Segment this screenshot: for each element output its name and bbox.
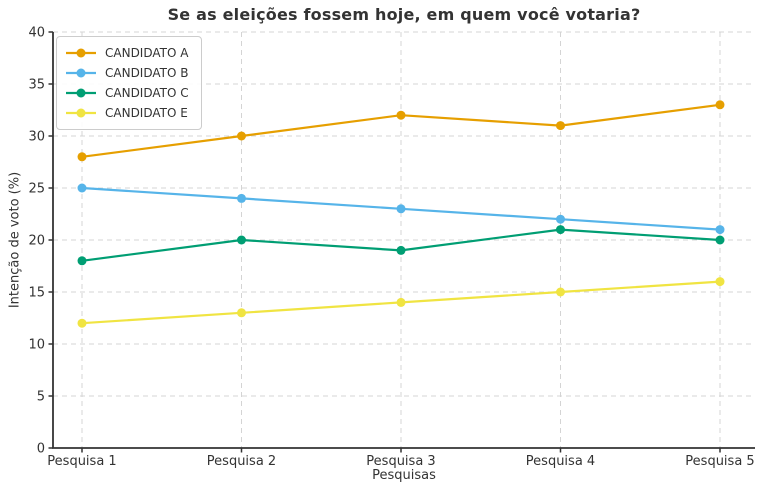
series-candidato-c-point bbox=[396, 245, 406, 255]
series-candidato-a-point bbox=[396, 110, 406, 120]
legend-item-candidato-e: CANDIDATO E bbox=[65, 103, 189, 123]
series-candidato-a-point bbox=[556, 121, 565, 131]
legend-item-candidato-c: CANDIDATO C bbox=[65, 83, 189, 103]
y-tick-label: 0 bbox=[37, 442, 45, 457]
y-tick-label: 25 bbox=[28, 182, 45, 197]
legend-item-candidato-b: CANDIDATO B bbox=[65, 63, 189, 83]
legend-label: CANDIDATO A bbox=[105, 46, 189, 60]
series-candidato-e-point bbox=[237, 308, 246, 318]
series-candidato-c-point bbox=[77, 256, 87, 266]
legend-item-candidato-a: CANDIDATO A bbox=[65, 43, 189, 63]
legend-label: CANDIDATO C bbox=[105, 86, 189, 100]
legend-label: CANDIDATO E bbox=[105, 106, 188, 120]
x-tick-label: Pesquisa 3 bbox=[366, 454, 435, 469]
series-candidato-a-point bbox=[715, 100, 725, 110]
y-tick-label: 10 bbox=[28, 338, 45, 353]
x-tick-label: Pesquisa 4 bbox=[526, 454, 595, 469]
y-tick-label: 15 bbox=[28, 286, 45, 301]
chart-title: Se as eleições fossem hoje, em quem você… bbox=[167, 5, 641, 24]
series-candidato-e-point bbox=[77, 318, 87, 328]
x-axis-label: Pesquisas bbox=[372, 468, 436, 483]
series-candidato-e-point bbox=[715, 277, 725, 287]
series-candidato-b-point bbox=[556, 214, 565, 224]
x-tick-label: Pesquisa 1 bbox=[47, 454, 116, 469]
series-candidato-a-point bbox=[77, 152, 87, 162]
series-candidato-b-point bbox=[237, 193, 246, 203]
y-tick-label: 20 bbox=[28, 234, 45, 249]
legend-marker-icon bbox=[66, 108, 96, 118]
series-candidato-c-point bbox=[237, 235, 246, 245]
series-candidato-b-point bbox=[396, 204, 406, 214]
series-candidato-e-point bbox=[396, 297, 406, 307]
y-tick-label: 30 bbox=[28, 130, 45, 145]
x-tick-label: Pesquisa 2 bbox=[207, 454, 276, 469]
legend-marker-icon bbox=[66, 88, 96, 98]
series-candidato-c-point bbox=[715, 235, 725, 245]
series-candidato-c-point bbox=[556, 225, 565, 235]
legend-label: CANDIDATO B bbox=[105, 66, 189, 80]
series-candidato-a-point bbox=[237, 131, 246, 141]
y-tick-label: 35 bbox=[28, 78, 45, 93]
legend-marker-icon bbox=[66, 48, 96, 58]
series-candidato-b-point bbox=[715, 225, 725, 235]
x-tick-label: Pesquisa 5 bbox=[685, 454, 754, 469]
y-tick-label: 5 bbox=[37, 390, 45, 405]
legend: CANDIDATO A CANDIDATO B CANDIDATO C CANDIDA… bbox=[56, 36, 202, 130]
series-candidato-b-point bbox=[77, 183, 87, 193]
series-candidato-e-point bbox=[556, 287, 565, 297]
legend-marker-icon bbox=[66, 68, 96, 78]
y-tick-label: 40 bbox=[28, 26, 45, 41]
